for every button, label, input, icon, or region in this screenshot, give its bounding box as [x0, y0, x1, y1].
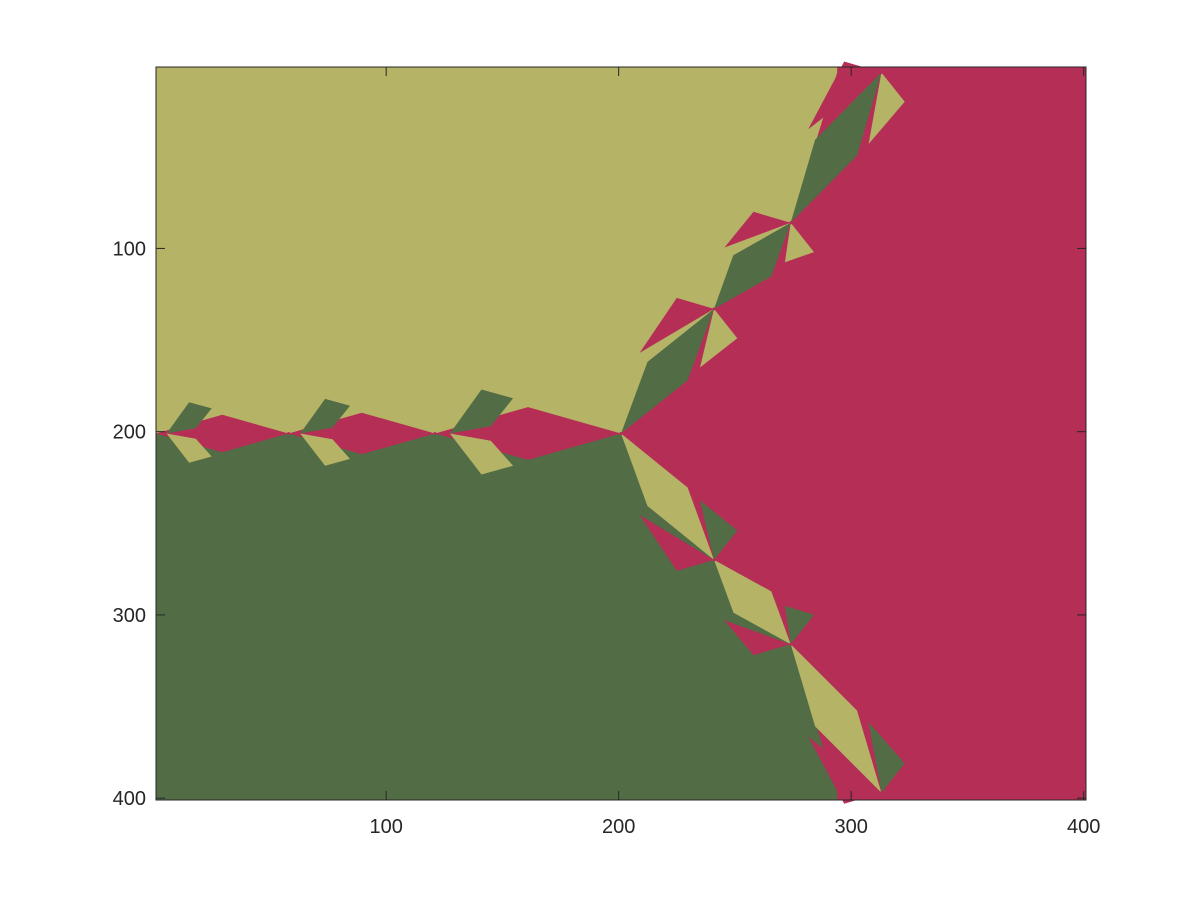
plot-frame [155, 66, 1087, 801]
x-tick-label: 100 [369, 816, 402, 838]
x-tick-label: 300 [834, 816, 867, 838]
junction-point [287, 432, 291, 435]
junction-point [789, 642, 793, 646]
petal [166, 402, 212, 434]
basin-region [156, 67, 838, 434]
x-tick-label: 400 [1067, 816, 1100, 838]
petal [714, 559, 791, 645]
petal [449, 433, 514, 475]
petal [435, 407, 621, 460]
junction-point [619, 432, 623, 435]
x-axis: 100 200 300 400 [369, 67, 1100, 838]
petal [784, 605, 814, 645]
basin-region [156, 433, 838, 800]
y-tick-label: 200 [113, 422, 146, 444]
petal [300, 398, 350, 434]
petal [868, 722, 905, 793]
junction-point [433, 432, 437, 435]
petal [808, 736, 882, 804]
y-tick-label: 400 [113, 788, 146, 810]
petal [166, 433, 212, 463]
petal [714, 222, 791, 309]
petal [868, 72, 905, 144]
junction-point [879, 791, 883, 795]
y-axis: 100 200 300 400 [113, 238, 1086, 810]
petal [449, 389, 514, 434]
petal [621, 308, 714, 434]
petal [639, 515, 714, 571]
junction-point [712, 307, 716, 311]
petal [790, 72, 882, 223]
junction-point [879, 70, 883, 74]
petal [790, 644, 882, 793]
petal [724, 211, 791, 248]
junction-point [712, 558, 716, 562]
petal [724, 620, 791, 656]
petal [156, 414, 289, 453]
y-tick-label: 100 [113, 238, 146, 260]
petal [621, 433, 714, 560]
x-tick-label: 200 [602, 816, 635, 838]
y-tick-label: 300 [113, 605, 146, 627]
junction-point [789, 221, 793, 225]
basin-image [156, 61, 1086, 804]
petal [288, 412, 435, 455]
petal [639, 297, 714, 353]
petal [700, 500, 738, 560]
petal [808, 61, 882, 130]
petal [784, 222, 814, 263]
petal [300, 433, 350, 466]
petal [700, 308, 738, 368]
